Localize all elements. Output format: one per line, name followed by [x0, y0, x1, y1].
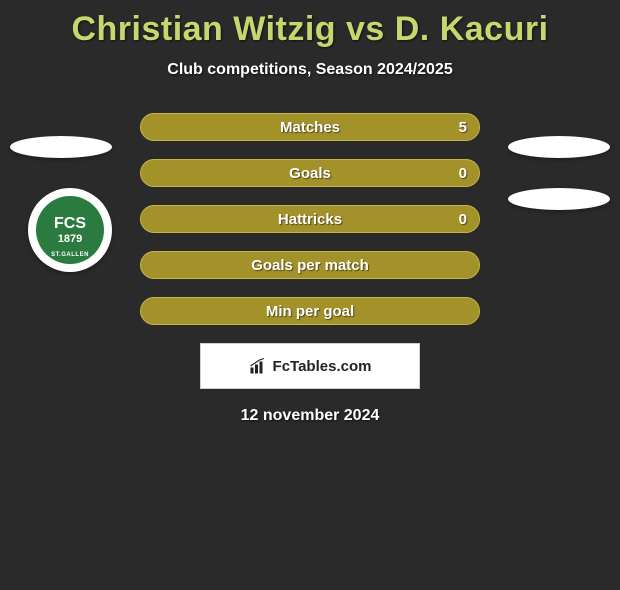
stat-right-value: 0 [459, 211, 467, 228]
stat-right-value: 0 [459, 165, 467, 182]
comparison-title: Christian Witzig vs D. Kacuri [0, 10, 620, 49]
stat-right-value: 5 [459, 119, 467, 136]
stat-row-min-per-goal: Min per goal [140, 297, 480, 325]
stat-label: Matches [280, 119, 340, 136]
stat-row-goals-per-match: Goals per match [140, 251, 480, 279]
snapshot-date: 12 november 2024 [0, 407, 620, 425]
stat-label: Goals per match [251, 257, 369, 274]
stat-label: Min per goal [266, 303, 354, 320]
source-attribution: FcTables.com [200, 343, 420, 389]
comparison-subtitle: Club competitions, Season 2024/2025 [0, 61, 620, 79]
stat-label: Goals [289, 165, 331, 182]
stat-row-hattricks: Hattricks 0 [140, 205, 480, 233]
source-site-name: FcTables.com [273, 358, 372, 375]
bar-chart-icon [249, 357, 267, 375]
stat-row-goals: Goals 0 [140, 159, 480, 187]
stat-row-matches: Matches 5 [140, 113, 480, 141]
stat-rows: Matches 5 Goals 0 Hattricks 0 Goals per … [140, 113, 480, 325]
stat-label: Hattricks [278, 211, 342, 228]
stats-container: Matches 5 Goals 0 Hattricks 0 Goals per … [0, 113, 620, 425]
